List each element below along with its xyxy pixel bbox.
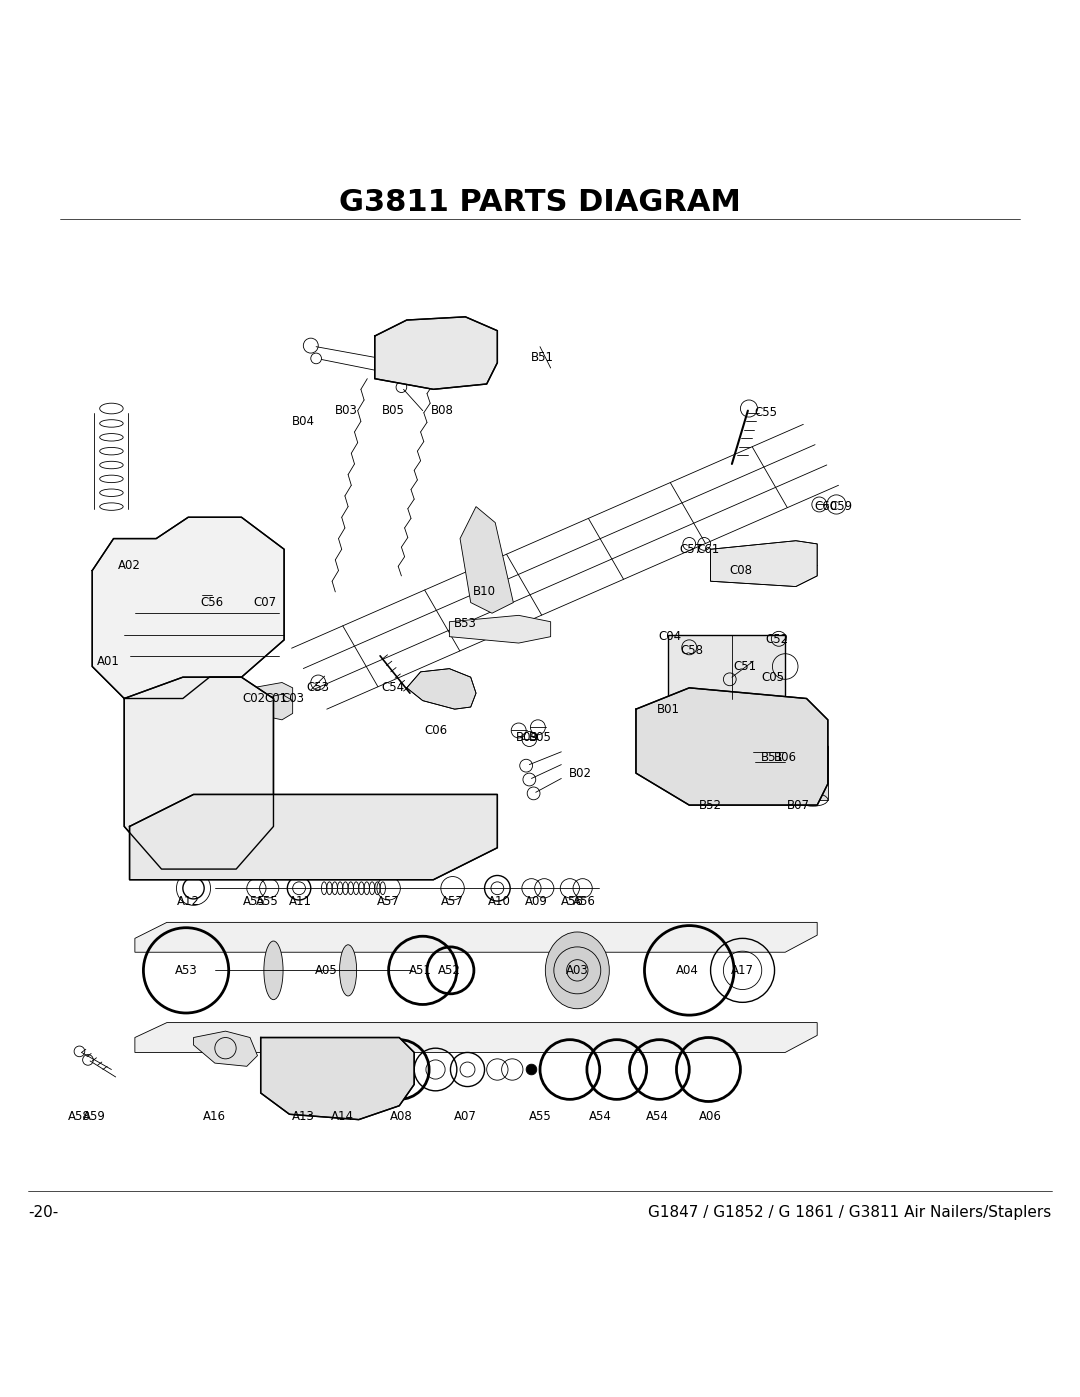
Text: C08: C08: [729, 564, 752, 577]
Text: A16: A16: [203, 1109, 227, 1123]
Text: C60: C60: [814, 500, 837, 513]
Text: B51: B51: [761, 750, 784, 764]
Text: A09: A09: [525, 894, 549, 908]
Text: A10: A10: [488, 894, 511, 908]
Text: C61: C61: [697, 543, 720, 556]
Polygon shape: [252, 683, 293, 707]
Polygon shape: [260, 1038, 415, 1119]
Text: C57: C57: [679, 543, 703, 556]
Text: A59: A59: [83, 1109, 106, 1123]
Text: A08: A08: [390, 1109, 413, 1123]
Text: C06: C06: [424, 724, 447, 738]
Text: A55: A55: [256, 894, 279, 908]
Text: C51: C51: [733, 659, 756, 673]
Polygon shape: [460, 507, 513, 613]
Polygon shape: [252, 694, 293, 719]
Text: C56: C56: [200, 597, 224, 609]
Text: A54: A54: [646, 1109, 669, 1123]
Polygon shape: [449, 615, 551, 643]
Text: C05: C05: [761, 671, 784, 683]
Text: B52: B52: [699, 799, 723, 812]
Text: C07: C07: [254, 597, 276, 609]
Polygon shape: [636, 687, 828, 805]
Text: A13: A13: [292, 1109, 314, 1123]
Text: A07: A07: [454, 1109, 476, 1123]
Text: B04: B04: [292, 415, 315, 427]
Text: C54: C54: [381, 682, 404, 694]
Text: B51: B51: [530, 351, 554, 363]
Text: B02: B02: [569, 767, 592, 780]
Ellipse shape: [339, 944, 356, 996]
Text: B03: B03: [335, 404, 357, 418]
Text: A02: A02: [118, 559, 141, 571]
Text: A01: A01: [97, 655, 120, 668]
Text: C59: C59: [829, 500, 852, 513]
Text: A57: A57: [377, 894, 400, 908]
Text: C01: C01: [264, 692, 287, 705]
Text: C04: C04: [659, 630, 681, 643]
Polygon shape: [375, 317, 498, 390]
Text: A17: A17: [731, 964, 754, 977]
Circle shape: [526, 1065, 537, 1074]
Text: A51: A51: [409, 964, 432, 977]
Text: A55: A55: [243, 894, 266, 908]
Text: B10: B10: [473, 585, 496, 598]
Polygon shape: [135, 922, 818, 953]
Text: B05: B05: [381, 404, 404, 418]
Text: A05: A05: [315, 964, 338, 977]
Polygon shape: [130, 795, 498, 880]
Text: A14: A14: [332, 1109, 354, 1123]
Text: -20-: -20-: [28, 1204, 58, 1220]
Text: B07: B07: [786, 799, 810, 812]
Text: C02: C02: [243, 692, 266, 705]
Text: G1847 / G1852 / G 1861 / G3811 Air Nailers/Staplers: G1847 / G1852 / G 1861 / G3811 Air Naile…: [648, 1204, 1052, 1220]
Text: B06: B06: [773, 750, 797, 764]
Text: B05: B05: [528, 732, 552, 745]
Ellipse shape: [545, 932, 609, 1009]
Text: C52: C52: [765, 633, 788, 647]
Text: C58: C58: [680, 644, 703, 657]
Text: A52: A52: [438, 964, 461, 977]
Text: A56: A56: [573, 894, 596, 908]
Text: A55: A55: [528, 1109, 552, 1123]
Text: A11: A11: [288, 894, 312, 908]
Polygon shape: [92, 517, 284, 698]
Polygon shape: [124, 678, 273, 869]
Ellipse shape: [264, 942, 283, 1000]
Bar: [386, 337, 482, 373]
Text: C53: C53: [307, 682, 329, 694]
Text: G3811 PARTS DIAGRAM: G3811 PARTS DIAGRAM: [339, 189, 741, 218]
Text: B01: B01: [657, 703, 679, 715]
Text: A04: A04: [676, 964, 699, 977]
Polygon shape: [711, 541, 818, 587]
Text: A57: A57: [441, 894, 464, 908]
Bar: [396, 342, 460, 366]
Bar: [694, 775, 758, 796]
Text: B08: B08: [431, 404, 454, 418]
Bar: [758, 775, 796, 796]
Ellipse shape: [330, 1048, 362, 1092]
Text: C55: C55: [755, 407, 778, 419]
Text: B53: B53: [454, 617, 476, 630]
Text: B09: B09: [516, 732, 539, 745]
Text: A58: A58: [68, 1109, 91, 1123]
Text: A03: A03: [566, 964, 589, 977]
Bar: [667, 634, 785, 698]
Text: C03: C03: [281, 692, 305, 705]
Polygon shape: [193, 1031, 257, 1066]
Circle shape: [137, 722, 260, 845]
Text: A54: A54: [590, 1109, 612, 1123]
Polygon shape: [135, 1023, 818, 1052]
Bar: [798, 746, 828, 799]
Text: A56: A56: [561, 894, 583, 908]
Text: A53: A53: [175, 964, 198, 977]
Polygon shape: [407, 669, 476, 710]
Text: A12: A12: [177, 894, 200, 908]
Text: A06: A06: [699, 1109, 723, 1123]
